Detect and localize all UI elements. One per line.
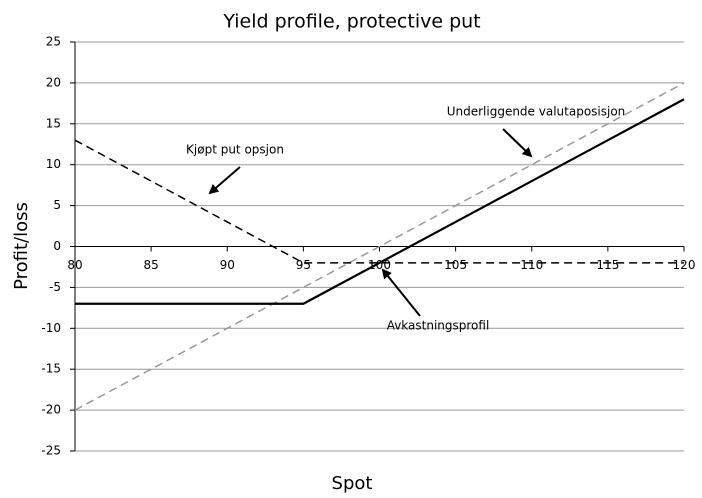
y-tick-label: -25 xyxy=(41,444,61,458)
plot-area: -25 -20 -15 -10 -5 0 5 10 15 20 25 80 85 90 95 100 105 11… xyxy=(41,35,695,458)
series-line xyxy=(74,82,685,411)
y-tick-label: -20 xyxy=(41,403,61,417)
annotation: Avkastningsprofil xyxy=(387,319,490,333)
series-line xyxy=(75,98,685,305)
y-tick-label: 0 xyxy=(53,239,61,253)
y-tick-label: 20 xyxy=(46,75,61,89)
y-tick-label: 15 xyxy=(46,116,61,130)
y-tick-label: -10 xyxy=(41,321,61,335)
y-tick-label: 5 xyxy=(53,198,61,212)
x-tick-label: 115 xyxy=(596,258,619,272)
annotation: Underliggende valutaposisjon xyxy=(447,105,626,119)
x-tick-label: 85 xyxy=(143,258,158,272)
chart-title: Yield profile, protective put xyxy=(222,11,480,33)
y-tick-label: -5 xyxy=(49,280,61,294)
series-line xyxy=(74,139,684,264)
x-axis-label: Spot xyxy=(332,473,373,494)
annotation: Kjøpt put opsjon xyxy=(186,143,284,157)
x-tick-label: 95 xyxy=(296,258,311,272)
annotation-arrow xyxy=(208,166,241,195)
y-axis-label: Profit/loss xyxy=(11,202,32,290)
y-tick-label: 10 xyxy=(46,157,61,171)
annotation-arrow xyxy=(381,268,421,317)
x-tick-label: 80 xyxy=(67,258,82,272)
x-tick-label: 110 xyxy=(520,258,543,272)
x-tick-label: 105 xyxy=(444,258,467,272)
annotation-arrow xyxy=(502,128,533,158)
x-tick-label: 100 xyxy=(368,258,391,272)
x-tick-label: 120 xyxy=(673,258,696,272)
x-tick-label: 90 xyxy=(220,258,235,272)
y-tick-label: 25 xyxy=(46,35,61,49)
y-tick-label: -15 xyxy=(41,362,61,376)
